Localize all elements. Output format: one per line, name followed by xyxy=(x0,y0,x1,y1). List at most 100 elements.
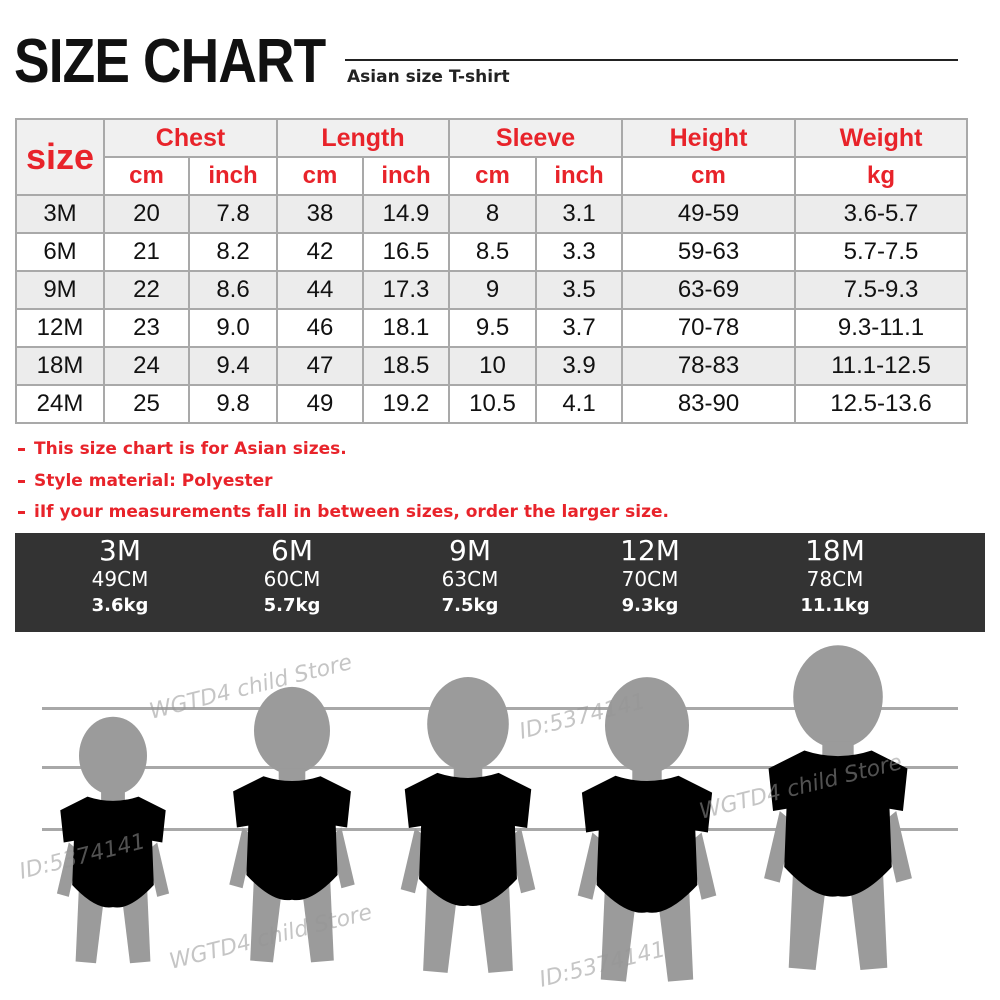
length-header: Length xyxy=(275,118,451,158)
band-height: 63CM xyxy=(441,567,499,591)
value-cell: 8.6 xyxy=(188,270,278,310)
value-cell: 10.5 xyxy=(448,384,538,424)
value-cell: 8.2 xyxy=(188,232,278,272)
weight-header: Weight xyxy=(794,118,969,158)
value-cell: 11.1-12.5 xyxy=(794,346,969,386)
title-divider xyxy=(345,59,958,61)
unit-header: cm xyxy=(621,156,797,196)
table-row: 12M 23 9.0 46 18.1 9.5 3.7 70-78 9.3-11.1 xyxy=(15,308,969,348)
value-cell: 17.3 xyxy=(361,270,451,310)
value-cell: 59-63 xyxy=(621,232,797,272)
value-cell: 16.5 xyxy=(361,232,451,272)
band-height: 78CM xyxy=(806,567,864,591)
value-cell: 78-83 xyxy=(621,346,797,386)
value-cell: 14.9 xyxy=(361,194,451,234)
value-cell: 7.5-9.3 xyxy=(794,270,969,310)
value-cell: 8 xyxy=(448,194,538,234)
bodysuit xyxy=(581,775,713,913)
value-cell: 83-90 xyxy=(621,384,797,424)
value-cell: 46 xyxy=(276,308,364,348)
table-row: 6M 21 8.2 42 16.5 8.5 3.3 59-63 5.7-7.5 xyxy=(15,232,969,272)
value-cell: 9.3-11.1 xyxy=(794,308,969,348)
value-cell: 3.3 xyxy=(535,232,624,272)
height-header: Height xyxy=(621,118,797,158)
band-weight: 7.5kg xyxy=(441,595,499,616)
value-cell: 8.5 xyxy=(448,232,538,272)
value-cell: 44 xyxy=(276,270,364,310)
sleeve-header: Sleeve xyxy=(448,118,624,158)
band-size-6M: 6M 60CM 5.7kg xyxy=(217,535,367,621)
value-cell: 3.6-5.7 xyxy=(794,194,969,234)
size-table: size Chest Length Sleeve Height Weight c… xyxy=(15,118,969,424)
unit-header: kg xyxy=(794,156,969,196)
size-cell: 9M xyxy=(15,270,105,310)
table-row: 9M 22 8.6 44 17.3 9 3.5 63-69 7.5-9.3 xyxy=(15,270,969,310)
unit-header: cm xyxy=(448,156,538,196)
size-cell: 12M xyxy=(15,308,105,348)
unit-header: inch xyxy=(361,156,451,196)
band-size-9M: 9M 63CM 7.5kg xyxy=(395,535,545,621)
band-height: 60CM xyxy=(263,567,321,591)
band-height: 49CM xyxy=(91,567,149,591)
value-cell: 3.5 xyxy=(535,270,624,310)
table-row: 24M 25 9.8 49 19.2 10.5 4.1 83-90 12.5-13.6 xyxy=(15,384,969,424)
size-header: size xyxy=(15,118,105,196)
baby-silhouette xyxy=(577,677,717,982)
band-size: 9M xyxy=(449,534,491,567)
value-cell: 3.7 xyxy=(535,308,624,348)
size-cell: 6M xyxy=(15,232,105,272)
band-size: 6M xyxy=(271,534,313,567)
band-size-12M: 12M 70CM 9.3kg xyxy=(575,535,725,621)
value-cell: 22 xyxy=(103,270,190,310)
value-cell: 38 xyxy=(276,194,364,234)
value-cell: 19.2 xyxy=(361,384,451,424)
band-size-3M: 3M 49CM 3.6kg xyxy=(45,535,195,621)
size-summary-band: 3M 49CM 3.6kg 6M 60CM 5.7kg 9M 63CM 7.5kg 12M 70CM… xyxy=(15,533,985,632)
value-cell: 18.5 xyxy=(361,346,451,386)
value-cell: 9.0 xyxy=(188,308,278,348)
baby-silhouette xyxy=(764,645,912,971)
note-1: This size chart is for Asian sizes. xyxy=(18,438,347,460)
band-weight: 11.1kg xyxy=(800,595,870,616)
value-cell: 5.7-7.5 xyxy=(794,232,969,272)
table-row: 3M 20 7.8 38 14.9 8 3.1 49-59 3.6-5.7 xyxy=(15,194,969,234)
unit-header: inch xyxy=(535,156,624,196)
band-weight: 3.6kg xyxy=(91,595,149,616)
value-cell: 47 xyxy=(276,346,364,386)
unit-header: cm xyxy=(103,156,190,196)
value-cell: 21 xyxy=(103,232,190,272)
band-size: 18M xyxy=(805,534,865,567)
value-cell: 49 xyxy=(276,384,364,424)
value-cell: 63-69 xyxy=(621,270,797,310)
band-weight: 5.7kg xyxy=(263,595,321,616)
bodysuit xyxy=(404,772,532,906)
band-size: 12M xyxy=(620,534,680,567)
size-cell: 18M xyxy=(15,346,105,386)
value-cell: 24 xyxy=(103,346,190,386)
band-height: 70CM xyxy=(621,567,679,591)
note-2: Style material: Polyester xyxy=(18,470,273,492)
band-size: 3M xyxy=(99,534,141,567)
height-line xyxy=(42,766,958,769)
value-cell: 25 xyxy=(103,384,190,424)
size-cell: 3M xyxy=(15,194,105,234)
value-cell: 9.5 xyxy=(448,308,538,348)
value-cell: 7.8 xyxy=(188,194,278,234)
band-size-18M: 18M 78CM 11.1kg xyxy=(760,535,910,621)
value-cell: 3.1 xyxy=(535,194,624,234)
baby-silhouette xyxy=(56,716,170,964)
value-cell: 9 xyxy=(448,270,538,310)
baby-silhouettes xyxy=(56,645,912,982)
value-cell: 10 xyxy=(448,346,538,386)
value-cell: 9.8 xyxy=(188,384,278,424)
note-3: iIf your measurements fall in between si… xyxy=(18,501,669,523)
value-cell: 70-78 xyxy=(621,308,797,348)
value-cell: 12.5-13.6 xyxy=(794,384,969,424)
bodysuit xyxy=(233,776,351,901)
value-cell: 20 xyxy=(103,194,190,234)
value-cell: 9.4 xyxy=(188,346,278,386)
baby-silhouette xyxy=(229,686,355,963)
value-cell: 49-59 xyxy=(621,194,797,234)
unit-header: cm xyxy=(276,156,364,196)
bodysuit xyxy=(768,750,908,897)
